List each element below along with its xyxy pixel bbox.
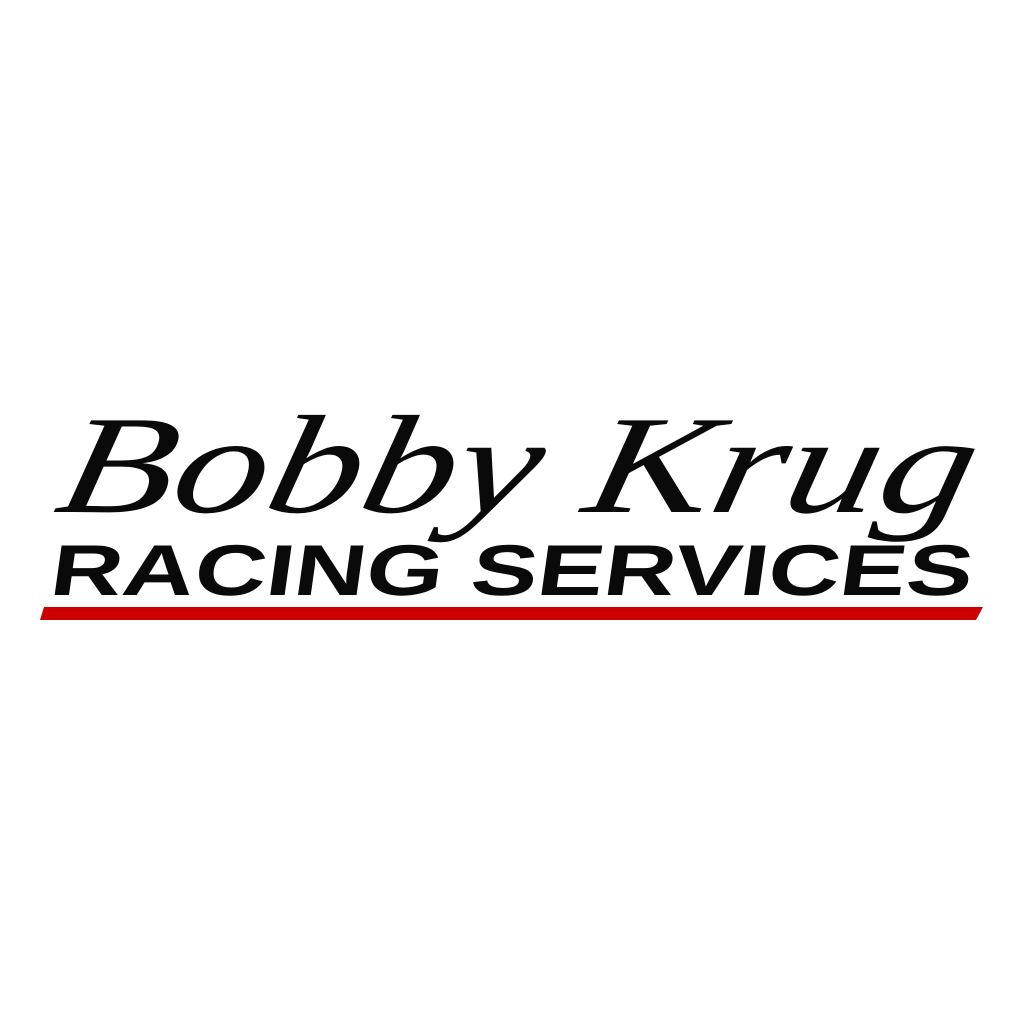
signature-group: Bobby Krug <box>45 387 993 542</box>
red-underline-bar <box>40 607 983 620</box>
tagline-group: RACING SERVICES <box>46 531 979 611</box>
signature-bobby-krug: Bobby Krug <box>45 387 993 542</box>
tagline: RACING SERVICES <box>46 531 979 611</box>
